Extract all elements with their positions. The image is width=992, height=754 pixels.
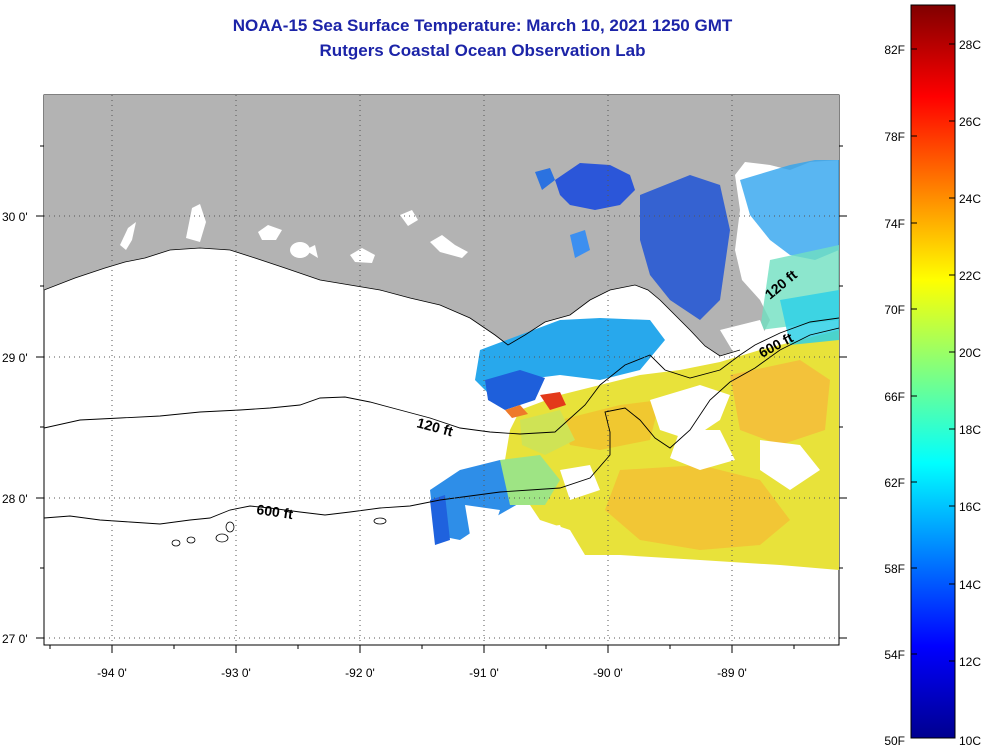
colorbar-label-c: 22C [959, 269, 981, 283]
map-title: NOAA-15 Sea Surface Temperature: March 1… [232, 16, 733, 35]
colorbar [910, 4, 956, 739]
inland-lakes [120, 204, 468, 263]
lat-label: 29 0' [2, 351, 28, 365]
lon-label: -94 0' [97, 666, 127, 680]
frame-ticks [36, 145, 847, 653]
isobath-120ft-contour [44, 317, 839, 435]
land-mass [44, 95, 839, 356]
lat-label: 27 0' [2, 632, 28, 646]
lat-label: 30 0' [2, 210, 28, 224]
map-content: 120 ft 600 ft 120 ft 600 ft [44, 95, 839, 645]
sst-data-layer [430, 160, 839, 570]
colorbar-label-c: 14C [959, 578, 981, 592]
colorbar-label-c: 28C [959, 38, 981, 52]
coastline [44, 247, 741, 357]
colorbar-label-f: 66F [884, 390, 905, 404]
map-subtitle: Rutgers Coastal Ocean Observation Lab [319, 41, 646, 60]
lon-label: -92 0' [345, 666, 375, 680]
colorbar-label-f: 54F [884, 648, 905, 662]
colorbar-label-c: 10C [959, 734, 981, 748]
colorbar-ticks [911, 43, 955, 662]
colorbar-label-c: 24C [959, 192, 981, 206]
colorbar-label-c: 26C [959, 115, 981, 129]
graticule [44, 95, 839, 645]
colorbar-label-f: 70F [884, 303, 905, 317]
colorbar-label-f: 82F [884, 43, 905, 57]
colorbar-label-c: 16C [959, 500, 981, 514]
contour-label-600ft-west: 600 ft [256, 501, 295, 522]
colorbar-label-c: 12C [959, 655, 981, 669]
colorbar-label-c: 20C [959, 346, 981, 360]
lon-label: -93 0' [221, 666, 251, 680]
colorbar-label-f: 50F [884, 734, 905, 748]
lon-label: -91 0' [469, 666, 499, 680]
lon-label: -89 0' [717, 666, 747, 680]
colorbar-label-c: 18C [959, 423, 981, 437]
colorbar-label-f: 62F [884, 476, 905, 490]
isobath-600ft-contour [44, 327, 839, 525]
colorbar-label-f: 58F [884, 562, 905, 576]
colorbar-label-f: 74F [884, 217, 905, 231]
contour-fragments [171, 517, 387, 547]
lon-label: -90 0' [593, 666, 623, 680]
lat-label: 28 0' [2, 492, 28, 506]
colorbar-label-f: 78F [884, 130, 905, 144]
